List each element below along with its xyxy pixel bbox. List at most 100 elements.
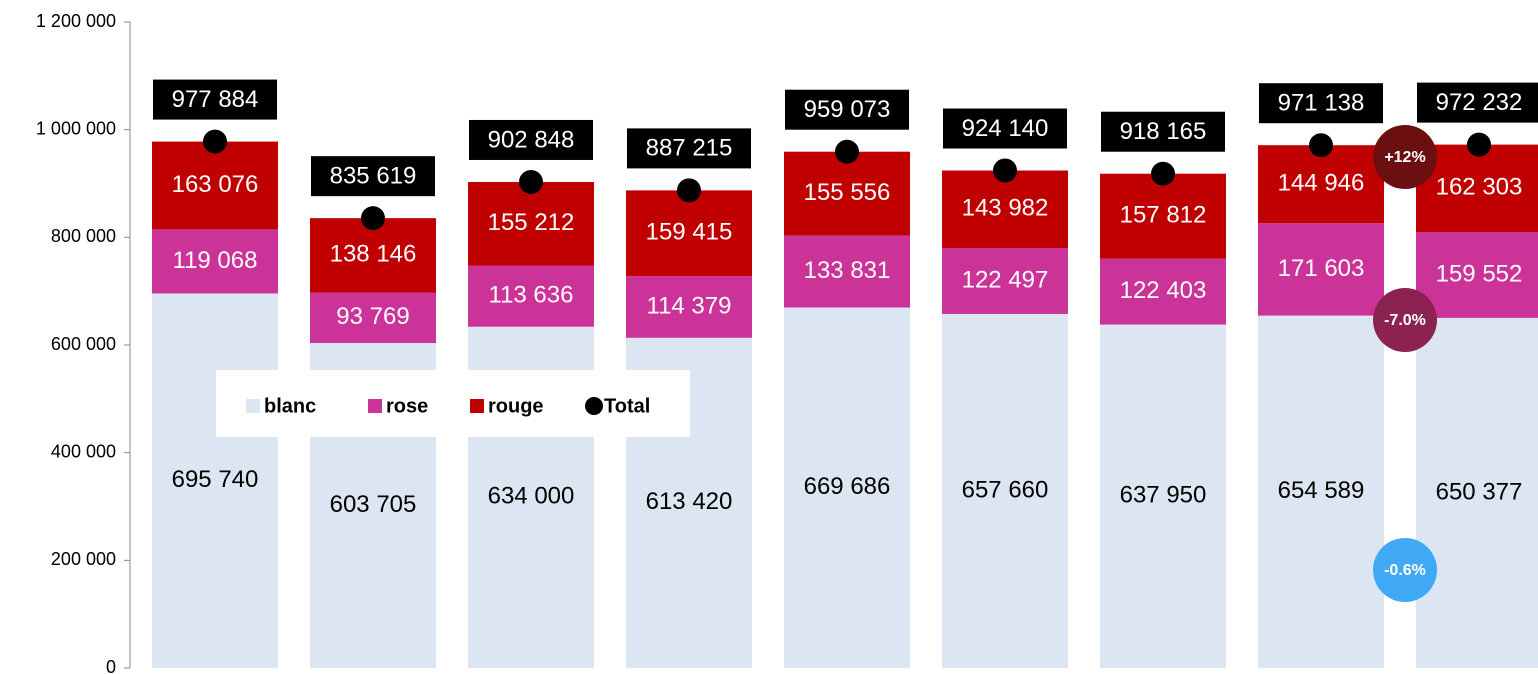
annotation: -0.6% — [1384, 562, 1426, 579]
data-label: 637 950 — [1120, 482, 1207, 509]
total-label: 959 073 — [804, 96, 891, 123]
bar-segment — [1258, 315, 1384, 668]
bar-segment — [1416, 317, 1538, 668]
total-dot — [993, 158, 1017, 183]
data-label: 122 403 — [1120, 277, 1207, 304]
legend-swatch — [470, 399, 484, 413]
annotation-badge — [1373, 125, 1437, 189]
bar-segment — [1416, 231, 1538, 318]
annotation-badge — [1373, 288, 1437, 352]
data-label: 138 146 — [330, 241, 417, 268]
data-label: 171 603 — [1278, 255, 1365, 282]
bar-segment — [1100, 324, 1226, 668]
bar-segment — [1258, 223, 1384, 316]
y-tick-label: 400 000 — [51, 441, 116, 461]
data-label: 113 636 — [489, 281, 574, 308]
legend-swatch — [246, 399, 260, 413]
total-label: 902 848 — [488, 126, 575, 153]
bar-segment — [468, 265, 594, 327]
bar-segment — [1100, 173, 1226, 259]
y-tick-label: 600 000 — [51, 334, 116, 354]
bar-segment — [942, 170, 1068, 249]
total-label-box — [785, 89, 909, 130]
data-label: 695 740 — [172, 466, 259, 493]
total-dot — [1467, 132, 1491, 157]
total-label-box — [311, 156, 435, 197]
bar-segment — [310, 218, 436, 293]
total-label-box — [1417, 82, 1538, 123]
bar-segment — [626, 276, 752, 338]
total-dot — [835, 139, 859, 164]
bar-segment — [1258, 145, 1384, 224]
data-label: 669 686 — [804, 473, 891, 500]
bar-segment — [784, 235, 910, 308]
legend-box — [216, 370, 690, 437]
total-label-box — [1259, 83, 1383, 124]
total-label: 835 619 — [330, 163, 417, 190]
total-label-box — [153, 79, 277, 120]
data-label: 122 497 — [962, 266, 1049, 293]
bar-segment — [784, 151, 910, 236]
total-label-box — [943, 108, 1067, 149]
bar-segment — [152, 141, 278, 230]
annotation: -7.0% — [1384, 312, 1426, 329]
y-tick-label: 0 — [106, 657, 116, 674]
total-label: 924 140 — [962, 115, 1049, 142]
data-label: 114 379 — [647, 292, 732, 319]
total-dot — [1309, 133, 1333, 158]
total-dot — [677, 178, 701, 203]
bar-segment — [1100, 258, 1226, 325]
legend-label: rose — [386, 395, 428, 417]
data-label: 159 415 — [646, 219, 733, 246]
total-dot — [1151, 161, 1175, 186]
legend-label: rouge — [488, 395, 544, 417]
total-label-box — [1101, 111, 1225, 152]
data-label: 159 552 — [1436, 260, 1523, 287]
total-label: 918 165 — [1120, 118, 1207, 145]
bar-segment — [310, 292, 436, 344]
total-label-box — [627, 128, 751, 169]
legend-label: blanc — [264, 395, 316, 417]
total-label: 971 138 — [1278, 90, 1365, 117]
annotation: +12% — [1384, 149, 1425, 166]
bar-segment — [942, 313, 1068, 668]
data-label: 157 812 — [1120, 202, 1207, 229]
data-label: 657 660 — [962, 476, 1049, 503]
data-label: 144 946 — [1278, 170, 1365, 197]
data-label: 654 589 — [1278, 477, 1365, 504]
data-label: 634 000 — [488, 483, 575, 510]
data-label: 650 377 — [1436, 478, 1523, 505]
data-label: 162 303 — [1436, 174, 1523, 201]
legend-label: Total — [604, 395, 650, 417]
data-label: 155 556 — [804, 179, 891, 206]
bar-segment — [784, 307, 910, 668]
data-label: 613 420 — [646, 488, 733, 515]
data-label: 143 982 — [962, 195, 1049, 222]
total-dot — [203, 129, 227, 154]
y-tick-label: 1 000 000 — [36, 118, 116, 138]
data-label: 119 068 — [173, 247, 258, 274]
legend-swatch — [585, 397, 603, 415]
data-label: 163 076 — [172, 171, 259, 198]
total-label: 972 232 — [1436, 89, 1523, 116]
total-label-box — [469, 119, 593, 160]
bar-segment — [152, 293, 278, 668]
bar-segment — [626, 190, 752, 277]
data-label: 155 212 — [488, 209, 575, 236]
data-label: 93 769 — [336, 303, 409, 330]
total-dot — [361, 206, 385, 231]
y-tick-label: 800 000 — [51, 226, 116, 246]
total-dot — [519, 169, 543, 194]
y-tick-label: 1 200 000 — [36, 11, 116, 31]
bar-segment — [942, 248, 1068, 314]
bar-segment — [152, 229, 278, 294]
y-tick-label: 200 000 — [51, 549, 116, 569]
data-label: 133 831 — [804, 257, 891, 284]
total-label: 977 884 — [172, 86, 259, 113]
total-label: 887 215 — [646, 135, 733, 162]
data-label: 603 705 — [330, 491, 417, 518]
legend-swatch — [368, 399, 382, 413]
annotation-badge — [1373, 538, 1437, 602]
bar-segment — [468, 181, 594, 266]
